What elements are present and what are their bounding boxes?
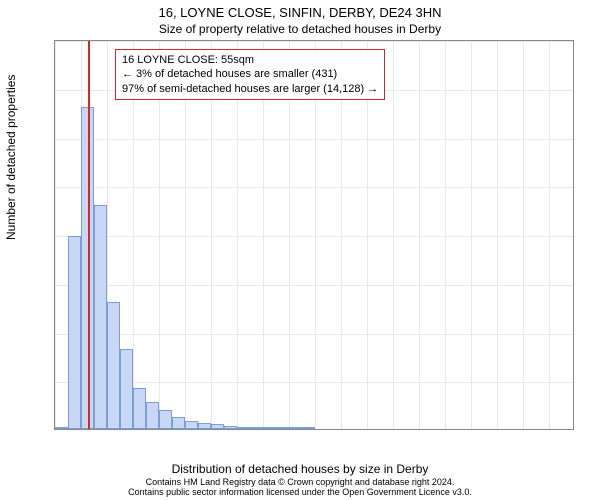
xtick-mark [107, 429, 108, 430]
annotation-line1: 16 LOYNE CLOSE: 55sqm [122, 53, 378, 67]
chart-title: 16, LOYNE CLOSE, SINFIN, DERBY, DE24 3HN [0, 5, 600, 20]
histogram-bar [146, 402, 159, 429]
xtick-mark [81, 429, 82, 430]
xtick-mark [55, 429, 56, 430]
histogram-bar [237, 427, 250, 429]
histogram-bar [198, 423, 211, 429]
xtick-mark [159, 429, 160, 430]
attribution-text: Contains HM Land Registry data © Crown c… [0, 477, 600, 497]
xtick-mark [341, 429, 342, 430]
plot-region: 0100020003000400050006000700080002sqm44s… [54, 40, 574, 430]
gridline-v [445, 41, 446, 429]
xtick-mark [133, 429, 134, 430]
histogram-bar [107, 302, 120, 429]
histogram-bar [224, 426, 237, 429]
gridline-v [393, 41, 394, 429]
xtick-mark [445, 429, 446, 430]
chart-subtitle: Size of property relative to detached ho… [0, 22, 600, 36]
histogram-bar [302, 427, 315, 429]
y-axis-label: Number of detached properties [4, 75, 18, 240]
histogram-bar [263, 427, 276, 429]
annotation-line2: ← 3% of detached houses are smaller (431… [122, 67, 378, 81]
histogram-bar [68, 236, 81, 429]
histogram-bar [211, 424, 224, 429]
gridline-v [55, 41, 56, 429]
histogram-bar [133, 388, 146, 429]
chart-area: 0100020003000400050006000700080002sqm44s… [54, 40, 574, 430]
xtick-mark [393, 429, 394, 430]
gridline-v [523, 41, 524, 429]
xtick-mark [289, 429, 290, 430]
xtick-mark [185, 429, 186, 430]
annotation-marker-line [88, 41, 90, 430]
xtick-mark [497, 429, 498, 430]
histogram-bar [172, 417, 185, 429]
gridline-v [419, 41, 420, 429]
xtick-mark [237, 429, 238, 430]
histogram-bar [55, 427, 68, 429]
x-axis-label: Distribution of detached houses by size … [0, 462, 600, 476]
gridline-v [471, 41, 472, 429]
gridline-v [549, 41, 550, 429]
xtick-mark [471, 429, 472, 430]
xtick-mark [549, 429, 550, 430]
histogram-bar [159, 410, 172, 430]
xtick-mark [523, 429, 524, 430]
histogram-bar [276, 427, 289, 429]
histogram-bar [185, 421, 198, 429]
histogram-bar [94, 205, 107, 429]
annotation-line3: 97% of semi-detached houses are larger (… [122, 82, 378, 96]
histogram-bar [289, 427, 302, 429]
annotation-box: 16 LOYNE CLOSE: 55sqm← 3% of detached ho… [115, 49, 385, 100]
histogram-bar [120, 349, 133, 429]
xtick-mark [263, 429, 264, 430]
xtick-mark [211, 429, 212, 430]
histogram-bar [250, 427, 263, 429]
xtick-mark [367, 429, 368, 430]
xtick-mark [419, 429, 420, 430]
gridline-v [497, 41, 498, 429]
xtick-mark [315, 429, 316, 430]
